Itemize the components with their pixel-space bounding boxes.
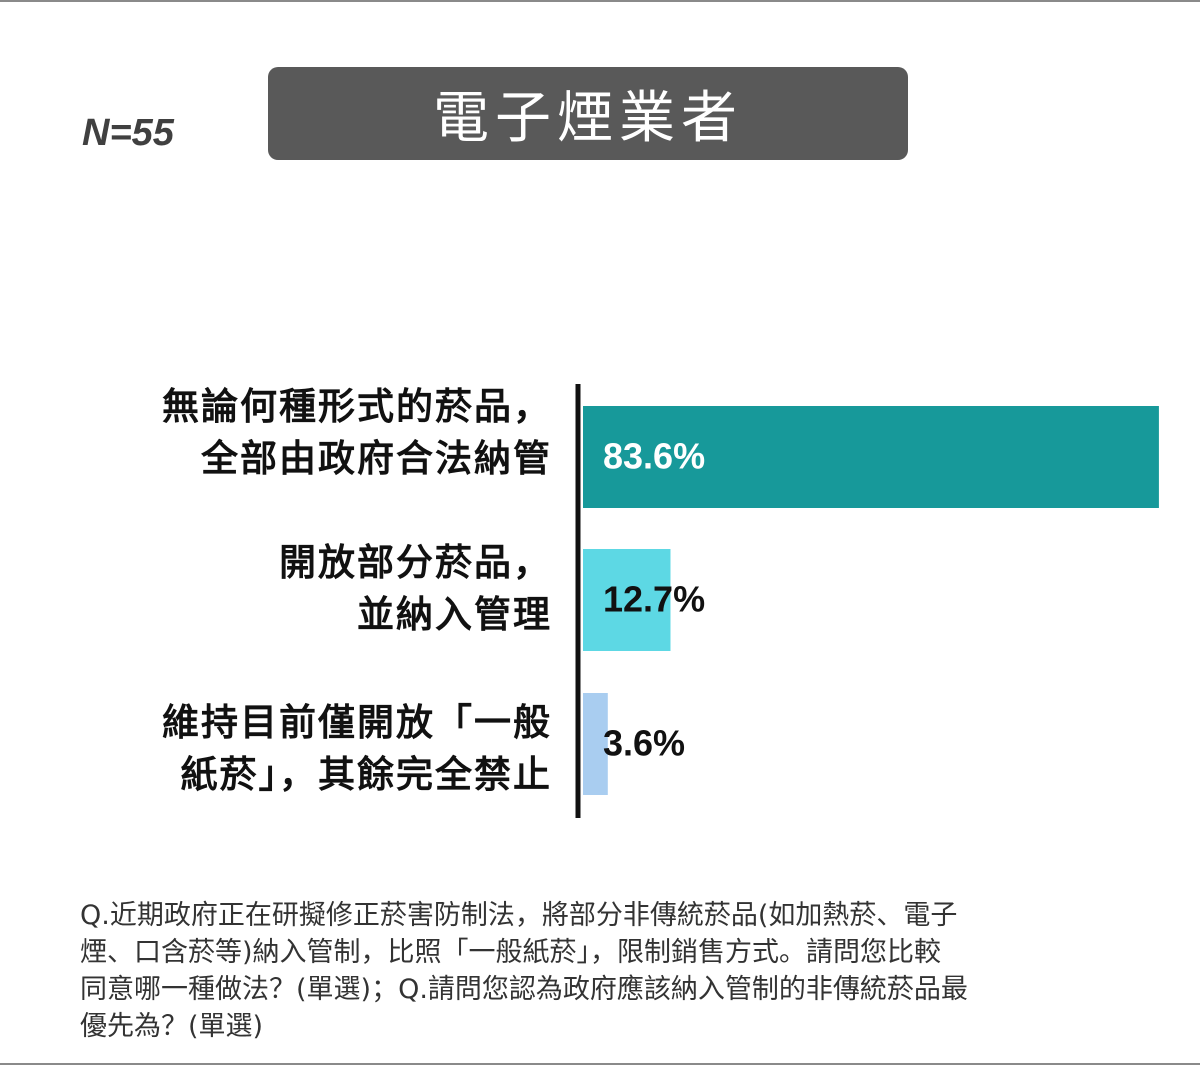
chart-title-box: 電子煙業者 xyxy=(268,67,908,160)
category-label-0: 無論何種形式的菸品， 全部由政府合法納管 xyxy=(32,381,552,485)
bar-value-label-2: 3.6% xyxy=(603,723,685,764)
bottom-border xyxy=(0,1063,1200,1065)
category-label-1-line-2: 並納入管理 xyxy=(357,593,552,636)
bar-1 xyxy=(583,549,671,651)
bar-2 xyxy=(583,693,608,795)
chart-title: 電子煙業者 xyxy=(433,86,743,151)
category-label-2-line-1: 維持目前僅開放「一般 xyxy=(162,701,552,744)
bar-value-label-0: 83.6% xyxy=(603,436,705,477)
footnote-line-2: 煙、口含菸等)納入管制，比照「一般紙菸」，限制銷售方式。請問您比較 xyxy=(80,937,942,968)
footnote-line-3: 同意哪一種做法？(單選)；Q.請問您認為政府應該納入管制的非傳統菸品最 xyxy=(80,974,968,1005)
category-label-1-line-1: 開放部分菸品， xyxy=(279,541,552,584)
category-label-1: 開放部分菸品， 並納入管理 xyxy=(32,537,552,641)
category-label-0-line-2: 全部由政府合法納管 xyxy=(201,437,552,480)
bar-0 xyxy=(583,406,1159,508)
bar-value-label-1: 12.7% xyxy=(603,579,705,620)
footnote-line-1: Q.近期政府正在研擬修正菸害防制法，將部分非傳統菸品(如加熱菸、電子 xyxy=(80,900,958,931)
footnote: Q.近期政府正在研擬修正菸害防制法，將部分非傳統菸品(如加熱菸、電子 煙、口含菸… xyxy=(80,897,1190,1045)
category-label-2: 維持目前僅開放「一般 紙菸」，其餘完全禁止 xyxy=(32,697,552,801)
sample-size-label: N=55 xyxy=(82,112,174,154)
footnote-line-4: 優先為？(單選) xyxy=(80,1011,264,1042)
category-label-2-line-2: 紙菸」，其餘完全禁止 xyxy=(180,753,552,796)
top-border xyxy=(0,0,1200,2)
category-label-0-line-1: 無論何種形式的菸品， xyxy=(162,385,552,428)
